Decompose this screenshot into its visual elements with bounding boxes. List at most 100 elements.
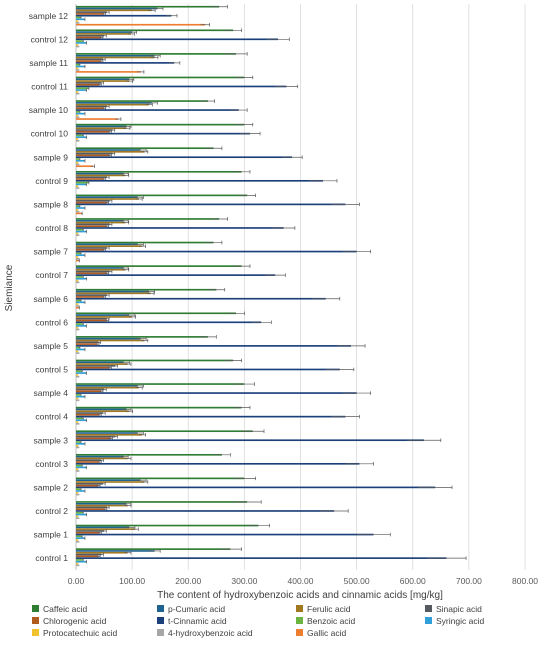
legend-label: t-Cinnamic acid bbox=[168, 616, 227, 626]
bar bbox=[76, 491, 79, 494]
bar bbox=[76, 372, 87, 374]
legend-label: Syringic acid bbox=[436, 616, 484, 626]
category-label: sample 6 bbox=[34, 294, 69, 304]
bar bbox=[76, 127, 127, 130]
bar bbox=[76, 446, 80, 449]
bar bbox=[76, 274, 276, 276]
bar bbox=[76, 511, 83, 514]
bar bbox=[76, 250, 357, 253]
bar bbox=[76, 267, 124, 269]
bar bbox=[76, 212, 82, 215]
bar bbox=[76, 526, 130, 529]
category-label: control 2 bbox=[35, 506, 68, 516]
bar bbox=[76, 179, 323, 182]
bar bbox=[76, 533, 374, 536]
bar bbox=[76, 45, 80, 48]
bar bbox=[76, 116, 80, 119]
bar bbox=[76, 208, 79, 211]
bar bbox=[76, 486, 436, 489]
bar bbox=[76, 158, 80, 160]
bar bbox=[76, 352, 80, 354]
bar bbox=[76, 254, 85, 256]
bar bbox=[76, 412, 103, 414]
bar bbox=[76, 203, 346, 206]
x-tick-label: 200.00 bbox=[175, 576, 201, 586]
bar bbox=[76, 479, 141, 482]
bar bbox=[76, 11, 107, 13]
bar bbox=[76, 392, 357, 394]
bar bbox=[76, 406, 242, 409]
bar bbox=[76, 23, 206, 26]
bar bbox=[76, 132, 250, 135]
bar bbox=[76, 386, 139, 389]
bar bbox=[76, 551, 128, 554]
category-label: control 1 bbox=[35, 553, 68, 563]
bar bbox=[76, 559, 83, 561]
bar bbox=[76, 140, 80, 142]
legend-swatch bbox=[296, 605, 303, 612]
bar bbox=[76, 67, 79, 70]
bar bbox=[76, 383, 245, 385]
category-label: sample 8 bbox=[34, 199, 69, 209]
bar bbox=[76, 232, 79, 235]
bar bbox=[76, 564, 80, 567]
legend-label: Sinapic acid bbox=[436, 604, 482, 614]
bar bbox=[76, 100, 208, 102]
bar bbox=[76, 433, 143, 436]
bar bbox=[76, 390, 102, 393]
bar bbox=[76, 102, 152, 104]
bar bbox=[76, 348, 85, 351]
bar bbox=[76, 112, 85, 115]
bar bbox=[76, 488, 81, 491]
bar bbox=[76, 466, 87, 469]
bar bbox=[76, 76, 245, 79]
bar bbox=[76, 181, 89, 184]
bar bbox=[76, 432, 138, 434]
legend-label: Benzoic acid bbox=[307, 616, 355, 626]
bar bbox=[76, 477, 245, 480]
bar bbox=[76, 555, 99, 558]
bar bbox=[76, 462, 360, 465]
bar bbox=[76, 230, 87, 233]
bar bbox=[76, 63, 80, 66]
bar bbox=[76, 314, 130, 316]
bar bbox=[76, 437, 111, 440]
bar bbox=[76, 374, 79, 376]
bar bbox=[76, 201, 107, 204]
bar bbox=[76, 277, 87, 280]
bar bbox=[76, 501, 248, 503]
bar bbox=[76, 91, 79, 93]
bar bbox=[76, 207, 85, 209]
legend-swatch bbox=[157, 629, 164, 636]
bar bbox=[76, 326, 79, 329]
bar bbox=[76, 299, 81, 302]
bar bbox=[76, 268, 126, 271]
bar bbox=[76, 20, 79, 22]
bar bbox=[76, 415, 346, 418]
category-label: sample 1 bbox=[34, 530, 69, 540]
x-tick-label: 0.00 bbox=[68, 576, 85, 586]
bar bbox=[76, 78, 130, 81]
bar bbox=[76, 199, 110, 202]
bar bbox=[76, 366, 110, 369]
bar bbox=[76, 457, 128, 460]
bar bbox=[76, 368, 340, 371]
bar bbox=[76, 537, 85, 539]
x-tick-label: 800.00 bbox=[512, 576, 538, 586]
legend-swatch bbox=[296, 629, 303, 636]
bar bbox=[76, 328, 80, 331]
bar bbox=[76, 441, 81, 443]
bar bbox=[76, 218, 220, 220]
bar bbox=[76, 54, 155, 57]
y-axis-title: Siemiance bbox=[4, 264, 15, 311]
bar bbox=[76, 560, 87, 563]
bar bbox=[76, 247, 107, 249]
legend-swatch bbox=[425, 605, 432, 612]
bar bbox=[76, 256, 79, 258]
bar bbox=[76, 34, 105, 37]
bar bbox=[76, 502, 127, 505]
bar bbox=[76, 548, 231, 550]
bar bbox=[76, 103, 149, 106]
bar bbox=[76, 165, 93, 168]
bar bbox=[76, 87, 89, 90]
